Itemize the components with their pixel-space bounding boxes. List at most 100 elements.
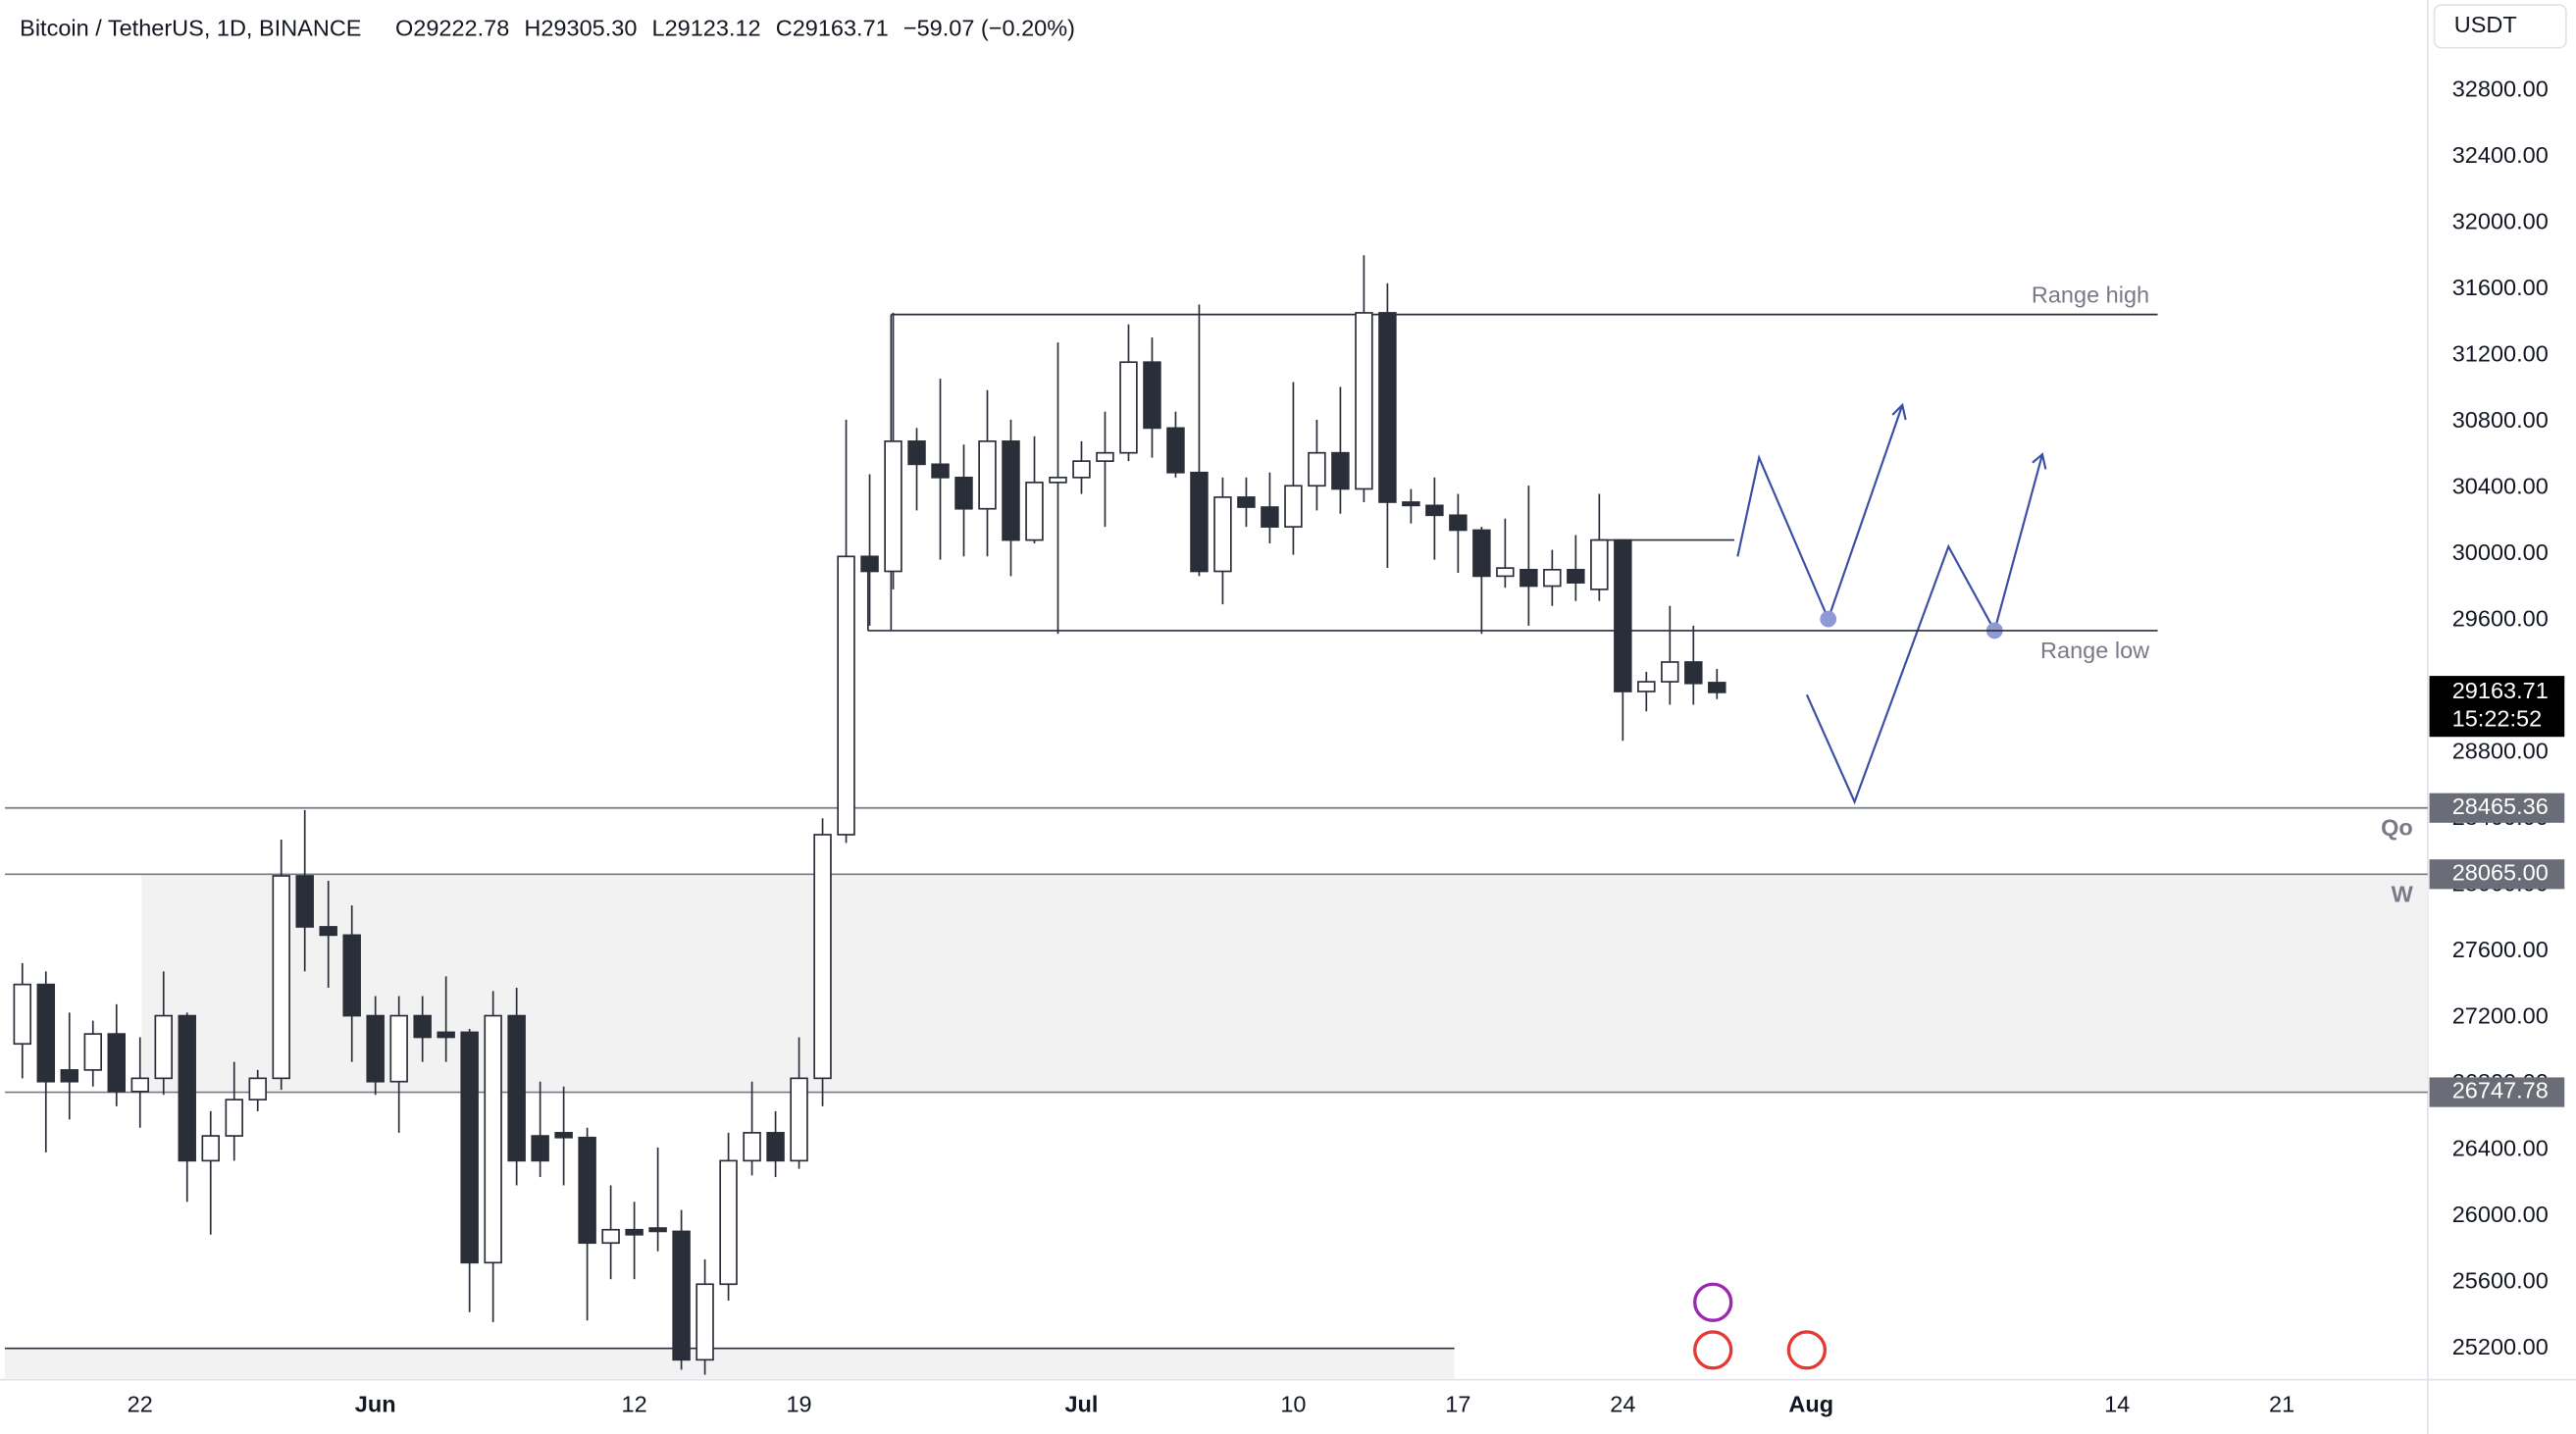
candle-body [837, 555, 855, 836]
countdown: 15:22:52 [2452, 706, 2542, 732]
candle-body [1237, 496, 1256, 508]
candle-body [978, 440, 997, 510]
x-tick-label: 12 [622, 1392, 647, 1417]
candle-body [437, 1031, 455, 1039]
candle-body [1661, 661, 1679, 683]
y-tick-label: 28800.00 [2452, 738, 2549, 763]
candle-body [1119, 361, 1138, 454]
candle-body [201, 1135, 220, 1162]
candle-body [13, 983, 32, 1046]
y-tick-label: 27600.00 [2452, 937, 2549, 962]
price-box [2429, 1077, 2565, 1107]
y-tick-label: 32400.00 [2452, 142, 2549, 168]
candle-body [1213, 496, 1232, 573]
y-tick-label: 25200.00 [2452, 1334, 2549, 1359]
candle-body [813, 834, 832, 1080]
candle-body [743, 1132, 761, 1162]
candle-body [36, 983, 56, 1083]
y-tick-label: 26400.00 [2452, 1135, 2549, 1160]
candle-body [366, 1014, 385, 1083]
candle-body [1614, 538, 1632, 692]
event-icon[interactable] [1693, 1282, 1733, 1322]
price-box [2429, 793, 2565, 823]
candle-body [1308, 451, 1326, 487]
symbol-title: Bitcoin / TetherUS, 1D, BINANCE [20, 15, 361, 40]
x-tick-label: 19 [786, 1392, 811, 1417]
candle-body [931, 463, 950, 479]
projection [1736, 402, 2047, 805]
candle-body [790, 1077, 808, 1162]
y-tick-label: 31600.00 [2452, 275, 2549, 300]
candle-body [1708, 682, 1726, 693]
last-price: 29163.71 [2452, 678, 2549, 703]
candle-body [554, 1132, 573, 1139]
y-tick-label: 30400.00 [2452, 473, 2549, 498]
candle-body [1143, 361, 1161, 430]
candle-body [1496, 567, 1515, 578]
y-tick-label: 27200.00 [2452, 1002, 2549, 1028]
candle-body [484, 1014, 502, 1264]
x-tick-label: Aug [1788, 1392, 1833, 1417]
candle-body [1261, 506, 1279, 528]
candle-body [1072, 460, 1091, 479]
candle-body [1190, 471, 1209, 573]
x-tick-label: Jul [1064, 1392, 1098, 1417]
level-name: Qo [2381, 815, 2413, 841]
ohlc-value: −59.07 (−0.20%) [903, 15, 1075, 40]
arrow-head [2032, 452, 2047, 470]
candle-body [225, 1099, 243, 1137]
candle-body [625, 1228, 644, 1236]
point [1820, 610, 1837, 628]
range-label: Range high [2032, 282, 2149, 307]
candle-body [907, 440, 926, 466]
y-tick-label: 32800.00 [2452, 77, 2549, 102]
projection-path [1805, 453, 2044, 805]
candle-body [107, 1033, 126, 1093]
candle-body [672, 1230, 691, 1361]
candle-body [1378, 312, 1397, 503]
candle-body [1284, 485, 1303, 528]
candle-body [1684, 661, 1703, 685]
candle-body [1025, 482, 1044, 541]
candle-body [1543, 568, 1562, 588]
x-tick-label: 24 [1610, 1392, 1635, 1417]
level-name: W [2392, 881, 2414, 906]
candle-body [342, 934, 361, 1017]
price-box-label: 28465.36 [2452, 794, 2549, 819]
candle-body [178, 1014, 196, 1162]
event-icon[interactable] [1786, 1330, 1828, 1370]
y-tick-label: 30800.00 [2452, 407, 2549, 433]
candle-body [1166, 427, 1185, 474]
candle-body [248, 1077, 267, 1101]
candle-body [954, 476, 973, 510]
candle-body [130, 1077, 149, 1093]
ohlc-value: H29305.30 [524, 15, 637, 40]
candle-body [460, 1031, 479, 1264]
range-label: Range low [2040, 638, 2150, 663]
currency[interactable]: USDT [2454, 12, 2517, 37]
candle-body [648, 1227, 667, 1233]
candle-body [1425, 504, 1444, 517]
price-box-label: 26747.78 [2452, 1078, 2549, 1103]
candle-body [1402, 501, 1420, 507]
x-tick-label: 14 [2104, 1392, 2130, 1417]
candle-body [1472, 529, 1491, 578]
currency-button[interactable] [2433, 4, 2567, 49]
candle-body [154, 1014, 173, 1080]
event-icon[interactable] [1693, 1330, 1733, 1370]
candle-body [766, 1132, 785, 1162]
candle-body [1331, 451, 1350, 490]
candle-body [413, 1014, 432, 1039]
candle-body [531, 1135, 549, 1162]
last-price-box [2429, 676, 2565, 738]
x-tick-label: 21 [2269, 1392, 2294, 1417]
price-box [2429, 859, 2565, 890]
candle-body [389, 1014, 408, 1083]
candle-body [295, 875, 314, 928]
ohlc-value: L29123.12 [652, 15, 761, 40]
candle-body [860, 555, 879, 573]
candle-body [1096, 451, 1114, 462]
zone-bottom [5, 1348, 1455, 1378]
candle-body [272, 875, 290, 1080]
